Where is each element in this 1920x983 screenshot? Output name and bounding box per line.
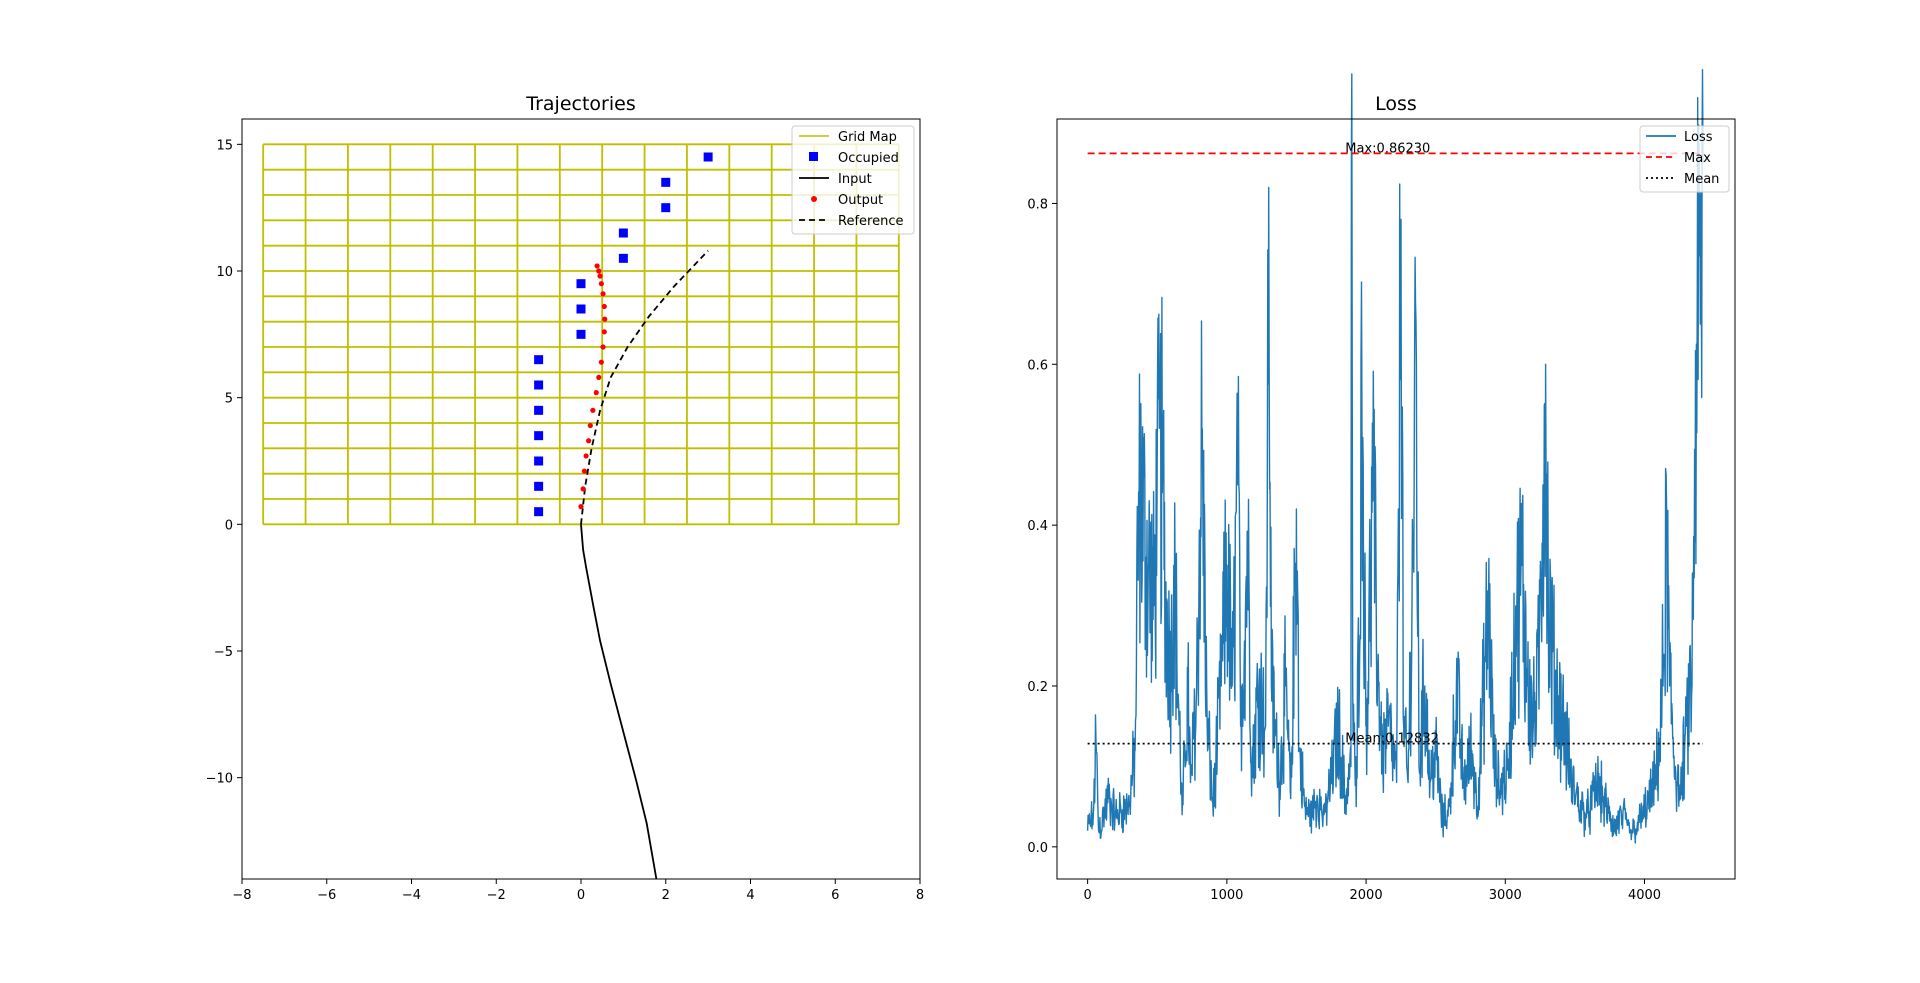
trajectories-legend: Grid Map Occupied Input Output Reference <box>791 125 915 235</box>
output-point <box>593 390 599 396</box>
loss-series-layer <box>1086 69 1704 844</box>
x-tick-label: 0 <box>1083 888 1091 903</box>
occupied-marker <box>618 253 628 263</box>
y-tick-label: 0 <box>225 518 233 533</box>
loss-plot: Loss 0 1000 2000 3000 4000 0.0 0.2 0.4 0.6 0.8 M… <box>1027 69 1736 903</box>
output-point <box>596 374 602 380</box>
occupied-layer <box>534 152 713 517</box>
occupied-marker <box>534 481 544 491</box>
trajectories-plot: Trajectories −8 −6 −4 −2 0 2 4 6 8 −10 −5 0 5 10 15 G… <box>206 93 925 903</box>
x-tick-label: 6 <box>831 888 839 903</box>
loss-y-ticks: 0.0 0.2 0.4 0.6 0.8 <box>1027 197 1057 856</box>
legend-grid-map-label: Grid Map <box>838 130 897 145</box>
x-tick-label: −4 <box>402 888 421 903</box>
legend-output-swatch <box>811 196 817 202</box>
occupied-marker <box>661 177 671 187</box>
legend-output-label: Output <box>838 193 883 208</box>
reference-layer <box>580 250 709 525</box>
x-tick-label: 2000 <box>1350 888 1383 903</box>
occupied-marker <box>703 152 713 162</box>
output-point <box>600 344 606 350</box>
x-tick-label: 2 <box>662 888 670 903</box>
x-tick-label: 8 <box>916 888 924 903</box>
occupied-marker <box>576 279 586 289</box>
trajectories-title: Trajectories <box>525 93 635 115</box>
loss-reference-lines <box>1087 152 1703 745</box>
y-tick-label: 0.8 <box>1027 197 1048 212</box>
input-layer <box>580 524 658 880</box>
output-point <box>600 291 606 297</box>
output-point <box>580 486 586 492</box>
output-point <box>601 303 607 310</box>
output-point <box>587 422 593 429</box>
occupied-marker <box>576 329 586 339</box>
legend-mean-label: Mean <box>1684 172 1719 187</box>
occupied-marker <box>534 456 544 466</box>
occupied-marker <box>534 405 544 415</box>
loss-legend: Loss Max Mean <box>1639 125 1730 193</box>
x-tick-label: −2 <box>487 888 506 903</box>
output-point <box>596 268 602 274</box>
output-point <box>590 407 596 413</box>
mean-annotation: Mean:0.12832 <box>1345 732 1439 747</box>
occupied-marker <box>618 228 628 238</box>
loss-frame <box>1056 118 1736 880</box>
legend-input-label: Input <box>838 172 872 187</box>
max-annotation: Max:0.86230 <box>1345 141 1430 156</box>
trajectories-legend-box <box>791 125 915 235</box>
x-tick-label: 0 <box>577 888 585 903</box>
y-tick-label: −5 <box>214 645 233 660</box>
legend-occupied-label: Occupied <box>838 151 899 166</box>
output-point <box>586 438 592 444</box>
input-trajectory <box>580 524 658 880</box>
trajectories-x-ticks: −8 −6 −4 −2 0 2 4 6 8 <box>232 879 924 903</box>
output-point <box>581 468 587 474</box>
loss-legend-box <box>1639 125 1730 193</box>
occupied-marker <box>576 304 586 314</box>
x-tick-label: 1000 <box>1210 888 1243 903</box>
occupied-marker <box>534 355 544 365</box>
occupied-marker <box>534 431 544 441</box>
x-tick-label: 4 <box>746 888 754 903</box>
output-point <box>598 359 604 365</box>
x-tick-label: −8 <box>232 888 251 903</box>
y-tick-label: 0.0 <box>1027 841 1048 856</box>
reference-trajectory <box>580 250 709 525</box>
loss-x-ticks: 0 1000 2000 3000 4000 <box>1083 879 1661 903</box>
trajectories-y-ticks: −10 −5 0 5 10 15 <box>206 138 242 787</box>
output-point <box>578 504 584 510</box>
occupied-marker <box>534 380 544 390</box>
y-tick-label: 5 <box>225 392 233 407</box>
y-tick-label: 0.2 <box>1027 680 1048 695</box>
y-tick-label: −10 <box>206 772 233 787</box>
y-tick-label: 0.4 <box>1027 519 1048 534</box>
y-tick-label: 10 <box>216 265 233 280</box>
x-tick-label: 3000 <box>1489 888 1522 903</box>
loss-series-line <box>1086 69 1704 844</box>
loss-title: Loss <box>1375 93 1417 115</box>
occupied-marker <box>534 507 544 517</box>
legend-occupied-swatch <box>809 152 818 161</box>
y-tick-label: 0.6 <box>1027 358 1048 373</box>
output-layer <box>578 263 608 510</box>
output-point <box>597 273 603 279</box>
x-tick-label: −6 <box>317 888 336 903</box>
output-point <box>602 316 608 322</box>
output-point <box>583 453 589 459</box>
y-tick-label: 15 <box>216 138 233 153</box>
legend-max-label: Max <box>1684 151 1711 166</box>
x-tick-label: 4000 <box>1628 888 1661 903</box>
occupied-marker <box>661 203 671 213</box>
output-point <box>594 263 600 269</box>
output-point <box>598 281 604 287</box>
output-point <box>601 329 607 335</box>
legend-loss-label: Loss <box>1684 130 1713 145</box>
legend-reference-label: Reference <box>838 214 903 229</box>
